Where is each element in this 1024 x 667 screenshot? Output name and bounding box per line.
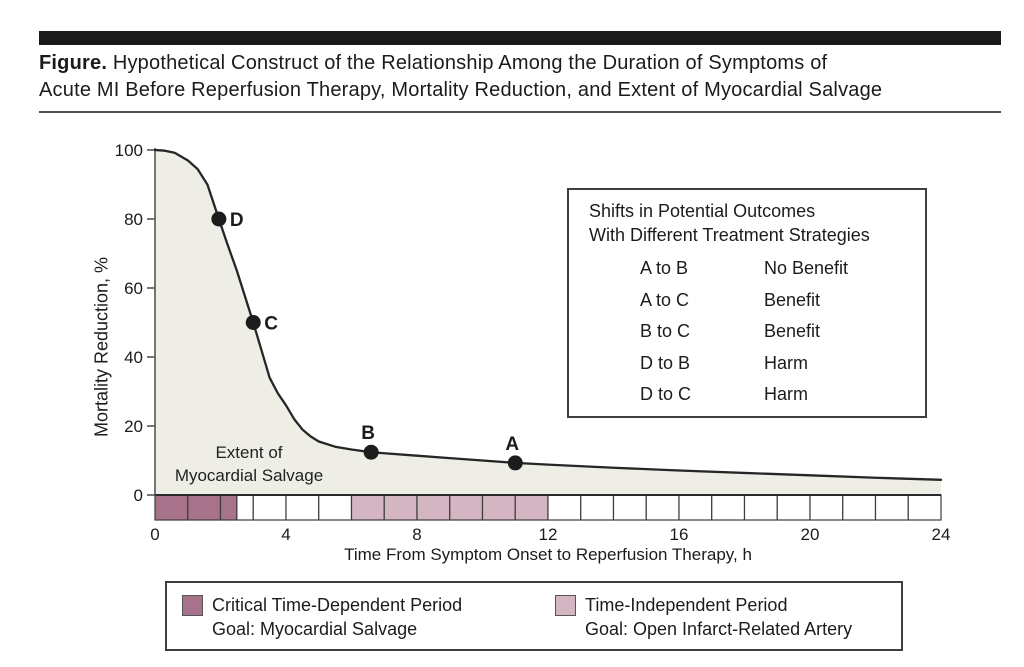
period-legend-text: Time-Independent Period Goal: Open Infarc…	[585, 593, 852, 641]
point-dot-D	[211, 211, 227, 227]
period-name: Critical Time-Dependent Period	[212, 595, 463, 615]
outcome-label: Benefit	[764, 289, 821, 310]
time-bar-cell	[580, 494, 615, 521]
outcomes-row: D to B Harm	[569, 348, 925, 380]
time-bar-cell	[318, 494, 353, 521]
y-axis-title: Mortality Reduction, %	[91, 256, 112, 438]
outcomes-row: A to B No Benefit	[569, 253, 925, 285]
independent-period-swatch	[555, 595, 576, 616]
figure-caption-line1: Figure. Hypothetical Construct of the Re…	[39, 52, 828, 74]
x-axis-tick-label: 24	[932, 525, 951, 544]
point-label-A: A	[505, 434, 519, 455]
x-axis-tick-label: 0	[150, 525, 159, 544]
x-axis-tick-label: 20	[801, 525, 820, 544]
time-bar-cell	[612, 494, 647, 521]
x-axis-tick-label: 12	[539, 525, 558, 544]
time-bar-cell	[449, 494, 484, 521]
time-bar-cell	[842, 494, 877, 521]
time-bar-cell	[383, 494, 418, 521]
time-bar-cell	[678, 494, 713, 521]
y-axis-tick-label: 40	[124, 348, 143, 367]
top-thick-rule	[39, 31, 1001, 45]
y-axis-tick-label: 0	[134, 486, 143, 505]
outcome-label: Harm	[764, 384, 808, 405]
point-dot-A	[507, 455, 523, 471]
period-legend-box: Critical Time-Dependent Period Goal: Myoc…	[165, 581, 903, 651]
time-bar-cell	[154, 494, 189, 521]
shift-label: B to C	[640, 321, 691, 342]
salvage-area-fill	[155, 150, 941, 495]
x-axis-tick-label: 4	[281, 525, 290, 544]
time-bar-cell	[874, 494, 909, 521]
outcome-label: Benefit	[764, 321, 821, 342]
period-legend-item: Time-Independent Period Goal: Open Infarc…	[555, 593, 852, 641]
shift-label: D to B	[640, 352, 691, 373]
outcomes-box-heading: Shifts in Potential Outcomes With Differ…	[589, 201, 870, 245]
figure-caption: Figure. Hypothetical Construct of the Re…	[39, 50, 999, 104]
figure-label: Figure.	[39, 52, 108, 74]
y-axis-tick-label: 20	[124, 417, 143, 436]
time-bar-cell	[645, 494, 680, 521]
caption-divider-rule	[39, 111, 1001, 113]
x-axis-tick-label: 16	[670, 525, 689, 544]
shift-label: D to C	[640, 384, 692, 405]
time-bar-cell	[285, 494, 320, 521]
point-dot-C	[245, 315, 261, 330]
time-bar-cell	[187, 494, 222, 521]
outcomes-row: A to C Benefit	[569, 285, 925, 317]
period-legend-text: Critical Time-Dependent Period Goal: Myoc…	[212, 593, 462, 641]
outcomes-box: Shifts in Potential Outcomes With Differ…	[567, 188, 927, 418]
time-bar-cell	[252, 494, 287, 521]
time-bar-cell	[743, 494, 778, 521]
time-bar-cell	[219, 494, 238, 521]
time-bar-cell	[350, 494, 385, 521]
y-axis-tick-label: 100	[115, 141, 143, 160]
time-bar-cell	[514, 494, 549, 521]
shift-label: A to C	[640, 289, 690, 310]
point-label-D: D	[230, 210, 244, 231]
time-bar-cell	[809, 494, 844, 521]
time-bar-cell	[481, 494, 516, 521]
period-legend-item: Critical Time-Dependent Period Goal: Myoc…	[182, 593, 462, 641]
time-bar-cell	[236, 494, 254, 521]
time-bar-cell	[776, 494, 811, 521]
outcomes-rows: A to B No Benefit A to C Benefit B to C Benef…	[569, 253, 925, 411]
outcome-label: No Benefit	[764, 258, 849, 279]
mortality-curve	[153, 148, 943, 481]
shift-label: A to B	[640, 258, 689, 279]
period-goal: Goal: Open Infarct-Related Artery	[585, 619, 853, 639]
time-bar-cell	[547, 494, 582, 521]
y-axis-tick-label: 80	[124, 210, 143, 229]
period-goal: Goal: Myocardial Salvage	[212, 619, 418, 639]
time-bar-cell	[907, 494, 942, 521]
outcomes-row: B to C Benefit	[569, 316, 925, 348]
figure-caption-line2: Acute MI Before Reperfusion Therapy, Mor…	[39, 79, 883, 101]
x-axis-title: Time From Symptom Onset to Reperfusion T…	[344, 545, 752, 564]
point-label-C: C	[264, 314, 278, 335]
outcome-label: Harm	[764, 352, 808, 373]
outcomes-row: D to C Harm	[569, 379, 925, 411]
point-label-B: B	[361, 423, 375, 444]
time-bar-cell	[711, 494, 746, 521]
salvage-area-label: Extent of Myocardial Salvage	[174, 443, 324, 485]
time-bar-cell	[416, 494, 451, 521]
y-axis-tick-label: 60	[124, 279, 143, 298]
period-name: Time-Independent Period	[585, 595, 788, 615]
point-dot-B	[363, 444, 379, 460]
critical-period-swatch	[182, 595, 203, 616]
x-axis-tick-label: 8	[412, 525, 421, 544]
